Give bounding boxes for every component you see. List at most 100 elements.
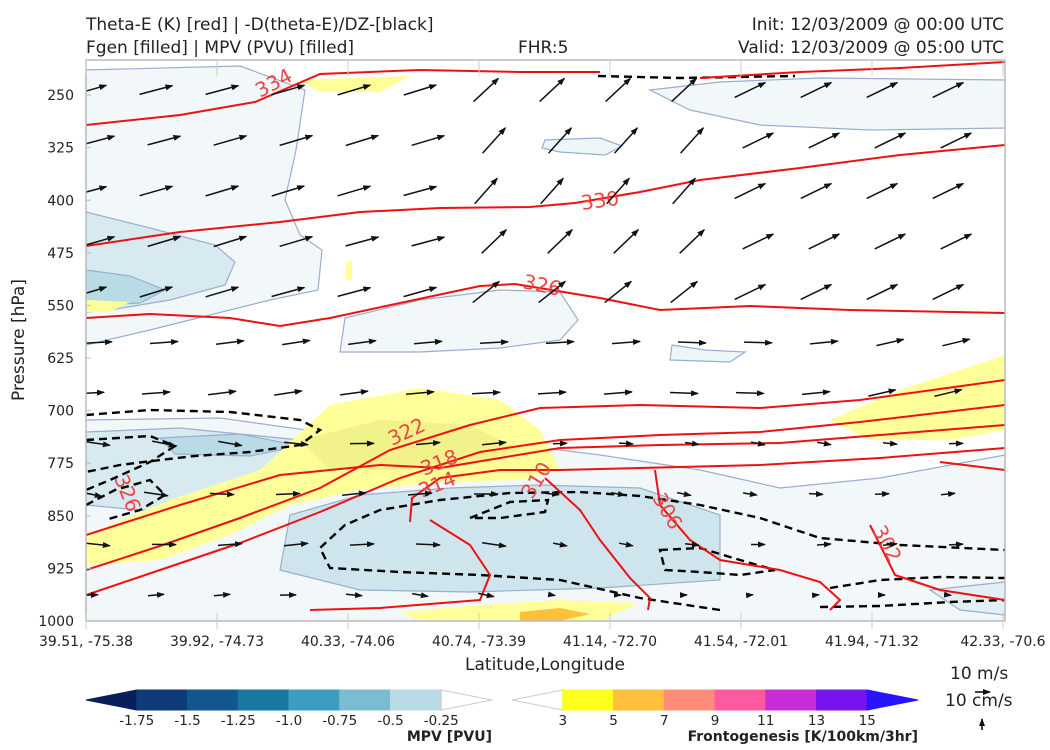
colorbar-segment (663, 689, 716, 711)
mpv-region-lower-right (928, 581, 1005, 616)
colorbar-segment (237, 689, 290, 711)
theta-e-322b (86, 404, 1005, 596)
wind-vector (473, 77, 500, 103)
wind-vector (677, 339, 707, 346)
wind-vector (943, 591, 952, 598)
colorbar-tick-label: 5 (609, 713, 618, 729)
reference-vector-label-vertical: 10 cm/s (945, 691, 1013, 711)
wind-vector (539, 77, 566, 103)
x-axis-label: Latitude,Longitude (465, 655, 625, 675)
wind-vector (611, 338, 641, 345)
wind-vector (866, 283, 899, 301)
wind-vector (481, 542, 507, 549)
wind-vector (537, 389, 567, 396)
wind-vector (345, 592, 363, 599)
wind-vector (411, 236, 446, 247)
wind-vector (672, 177, 696, 205)
colorbar-tick-label: -1.25 (221, 713, 256, 729)
wind-vector (213, 591, 231, 598)
wind-vector (734, 182, 767, 200)
wind-vector (735, 390, 765, 397)
y-tick-label: 775 (47, 456, 74, 472)
wind-vector (684, 440, 700, 447)
dashed-contour-inner (469, 498, 550, 520)
wind-vector (481, 229, 508, 254)
forecast-hour: FHR:5 (518, 38, 569, 58)
wind-vector (152, 440, 177, 448)
wind-vector (209, 491, 235, 498)
wind-vector (882, 541, 898, 548)
wind-vector (932, 81, 965, 99)
fgen-region-small (346, 262, 352, 280)
colorbar-segment (866, 689, 919, 711)
fgen-region-right (830, 355, 1005, 440)
wind-vector (337, 84, 372, 96)
theta-e-306 (654, 469, 842, 611)
mpv-region-left-core (86, 269, 167, 306)
wind-vector (86, 185, 108, 193)
wind-vector (139, 84, 174, 96)
colorbar-tick-label: -1.5 (174, 713, 200, 729)
fgen-region-mid-left (86, 300, 130, 312)
wind-vector (670, 280, 699, 304)
wind-vector (147, 591, 165, 598)
wind-vector (742, 233, 775, 250)
wind-vector (345, 235, 380, 247)
x-tick-label: 39.51, -75.38 (39, 634, 133, 650)
y-tick-label: 550 (47, 298, 74, 314)
wind-vector (734, 283, 767, 301)
wind-vector (942, 337, 971, 347)
wind-vector (86, 492, 103, 498)
wind-vector (147, 135, 182, 146)
wind-vectors (86, 77, 973, 599)
wind-vector (86, 591, 99, 598)
wind-vector (141, 389, 171, 396)
wind-vector (743, 339, 773, 346)
wind-vector (540, 177, 564, 205)
y-tick-label: 400 (47, 193, 74, 209)
mpv-region-lower-core (279, 484, 721, 593)
wind-vector (934, 388, 963, 398)
wind-vector (932, 283, 965, 301)
wind-vector (802, 389, 831, 396)
wind-vector (284, 441, 309, 447)
wind-vector (544, 491, 560, 497)
wind-vector (147, 235, 182, 248)
wind-vector (866, 182, 899, 200)
wind-vector (808, 491, 824, 497)
wind-vector (347, 338, 377, 346)
wind-vector (868, 388, 897, 397)
x-tick-label: 40.33, -74.06 (301, 634, 395, 650)
wind-vector (866, 81, 899, 99)
wind-vector (339, 389, 369, 396)
wind-vector (403, 185, 438, 197)
theta-e-302-top (939, 461, 1005, 471)
wind-vector (940, 233, 973, 250)
theta-e-334 (86, 68, 600, 126)
wind-vector (216, 338, 245, 345)
mpv-region-small (541, 137, 624, 156)
stability-contours (86, 74, 1005, 612)
dashed-contour-left-a (86, 408, 323, 474)
colorbar-segment (562, 689, 614, 711)
wind-vector (547, 591, 556, 598)
wind-vector (882, 440, 898, 447)
wind-vector (680, 127, 705, 154)
wind-vector (337, 286, 372, 298)
wind-vector (482, 440, 507, 446)
theta-e-contours (86, 61, 1005, 611)
frontogenesis-colorbar: 3 5 7 9 11 13 15 (511, 689, 919, 729)
wind-vector (618, 440, 634, 447)
wind-vector (547, 229, 574, 254)
wind-vector (271, 286, 306, 298)
wind-vector (940, 132, 973, 149)
wind-vector (545, 339, 575, 346)
wind-vector (742, 491, 758, 497)
colorbar-tick-label: -0.75 (322, 713, 357, 729)
theta-e-302 (869, 524, 1005, 601)
wind-vector (411, 134, 446, 147)
wind-vector (604, 280, 633, 304)
wind-vector (349, 541, 375, 548)
theta-e-330 (86, 144, 1005, 247)
wind-vector (279, 134, 314, 147)
